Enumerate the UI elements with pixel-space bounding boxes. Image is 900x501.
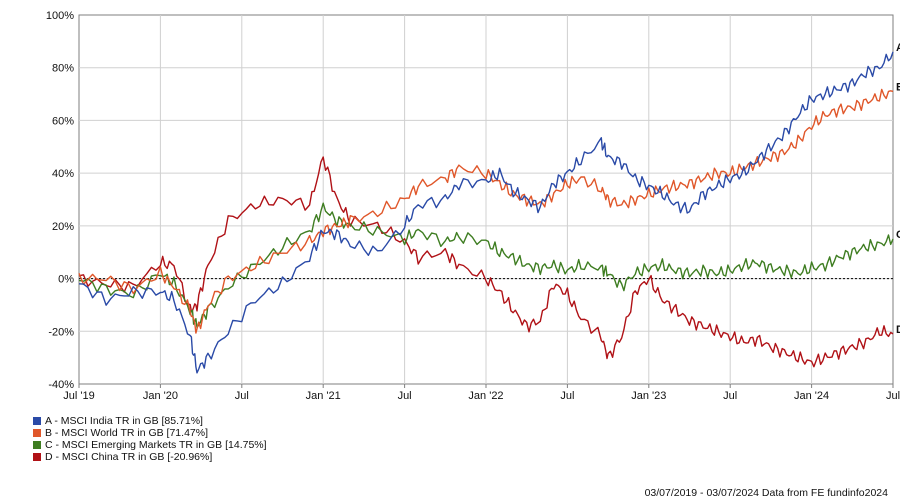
- series-line-a: [78, 51, 894, 374]
- series-end-label: B: [896, 81, 900, 93]
- x-tick-label: Jan '23: [631, 390, 666, 402]
- legend-swatch: [33, 453, 41, 461]
- footer-text: 03/07/2019 - 03/07/2024 Data from FE fun…: [644, 487, 888, 499]
- y-tick-label: 40%: [52, 168, 74, 180]
- series-end-label: D: [896, 324, 900, 336]
- x-tick-label: Jan '21: [306, 390, 341, 402]
- x-tick-label: Jul: [560, 390, 574, 402]
- y-tick-label: 100%: [46, 10, 74, 22]
- x-tick-label: Jul: [723, 390, 737, 402]
- legend-item: B - MSCI World TR in GB [71.47%]: [33, 427, 267, 439]
- x-tick-label: Jul '19: [63, 390, 94, 402]
- grid: [79, 15, 893, 384]
- x-tick-label: Jul: [235, 390, 249, 402]
- y-tick-label: 0%: [58, 274, 74, 286]
- legend-swatch: [33, 441, 41, 449]
- legend-label: B - MSCI World TR in GB [71.47%]: [45, 427, 208, 439]
- series-end-label: C: [896, 229, 900, 241]
- x-axis: Jul '19 Jan '20 Jul Jan '21 Jul Jan '22 Jul Jan…: [63, 384, 900, 402]
- series-end-labels: D C B A: [896, 42, 900, 336]
- x-tick-label: Jan '20: [143, 390, 178, 402]
- legend: A - MSCI India TR in GB [85.71%] B - MSCI…: [33, 415, 267, 463]
- x-tick-label: Jul: [398, 390, 412, 402]
- legend-item: A - MSCI India TR in GB [85.71%]: [33, 415, 267, 427]
- y-tick-label: -40%: [48, 379, 74, 391]
- y-axis: 100% 80% 60% 40% 20% 0% -20% -40%: [46, 10, 74, 391]
- legend-item: D - MSCI China TR in GB [-20.96%]: [33, 451, 267, 463]
- legend-swatch: [33, 417, 41, 425]
- y-tick-label: -20%: [48, 326, 74, 338]
- legend-item: C - MSCI Emerging Markets TR in GB [14.7…: [33, 439, 267, 451]
- series-line-c: [78, 202, 894, 329]
- legend-label: A - MSCI India TR in GB [85.71%]: [45, 415, 203, 427]
- x-tick-label: Jan '22: [468, 390, 503, 402]
- footer-note: 03/07/2019 - 03/07/2024 Data from FE fun…: [645, 487, 888, 499]
- legend-label: D - MSCI China TR in GB [-20.96%]: [45, 451, 213, 463]
- y-tick-label: 60%: [52, 115, 74, 127]
- x-tick-label: Jul: [886, 390, 900, 402]
- legend-swatch: [33, 429, 41, 437]
- legend-label: C - MSCI Emerging Markets TR in GB [14.7…: [45, 439, 267, 451]
- series-end-label: A: [896, 42, 900, 54]
- x-tick-label: Jan '24: [794, 390, 829, 402]
- series-layer: [78, 51, 894, 374]
- y-tick-label: 20%: [52, 221, 74, 233]
- series-line-b: [78, 88, 894, 334]
- series-line-d: [78, 156, 894, 368]
- y-tick-label: 80%: [52, 63, 74, 75]
